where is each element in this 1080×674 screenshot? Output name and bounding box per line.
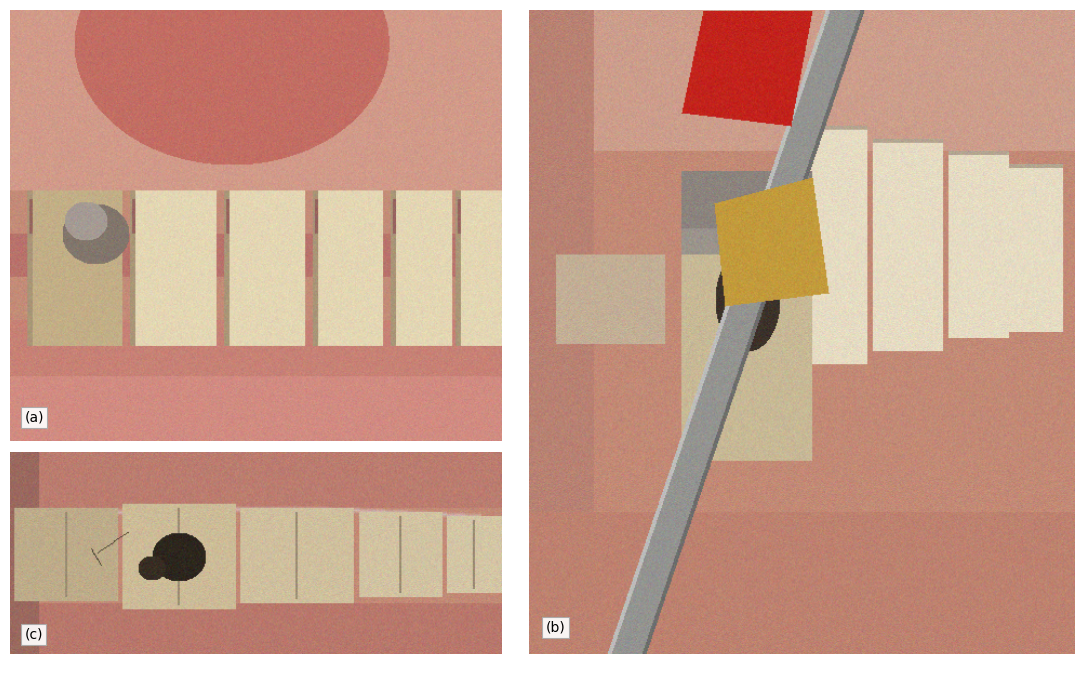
Text: (c): (c) — [25, 627, 43, 642]
Text: (a): (a) — [25, 410, 44, 424]
Text: (b): (b) — [545, 621, 565, 634]
